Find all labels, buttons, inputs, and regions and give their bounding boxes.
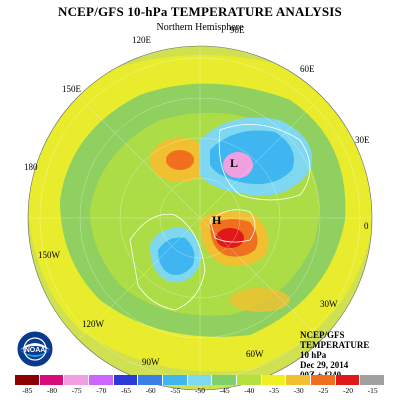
- warm-band-south: [230, 288, 290, 312]
- high-center-label: H: [212, 213, 222, 227]
- page-subtitle: Northern Hemisphere: [156, 22, 244, 33]
- legend-tick-labels: -85 -80 -75 -70 -65 -60 -55 -50 -45 -40 -35 -30 -25 -…: [15, 386, 385, 396]
- legend-swatch: [64, 375, 90, 385]
- lon-label-60e: 60E: [300, 64, 315, 74]
- legend-tick-label: -60: [145, 386, 156, 395]
- cold-vortex-core: [223, 152, 253, 178]
- temperature-legend: [15, 375, 386, 385]
- noaa-logo: NOAA: [16, 330, 54, 368]
- legend-tick-label: -50: [195, 386, 205, 395]
- coastline-north-america: [129, 213, 206, 311]
- legend-tick-label: -25: [318, 386, 329, 395]
- legend-swatch: [261, 375, 287, 385]
- coastline-greenland: [209, 209, 256, 243]
- map-border: [27, 45, 373, 391]
- lon-label-150e: 150E: [62, 84, 82, 94]
- legend-tick-label: -35: [269, 386, 279, 395]
- legend-swatch: [39, 375, 65, 385]
- legend-swatch: [113, 375, 139, 385]
- legend-tick-label: -65: [121, 386, 131, 395]
- legend-swatch: [237, 375, 262, 385]
- legend-swatch: [15, 375, 40, 385]
- legend-swatch: [212, 375, 238, 385]
- info-block: NCEP/GFS TEMPERATURE 10 hPa Dec 29, 2014…: [300, 330, 369, 380]
- lon-label-30w: 30W: [320, 299, 338, 309]
- graticule: [28, 46, 372, 390]
- coastline-eurasia: [218, 124, 311, 201]
- legend-swatch: [335, 375, 361, 385]
- lon-label-120w: 120W: [82, 319, 105, 329]
- low-center-label: L: [230, 156, 238, 170]
- lon-label-0: 0: [364, 221, 369, 231]
- info-line-1: NCEP/GFS: [300, 330, 345, 340]
- lon-label-30e: 30E: [355, 135, 370, 145]
- cold-area-west-core: [158, 237, 195, 275]
- legend-swatch: [360, 375, 386, 385]
- noaa-logo-text: NOAA: [25, 347, 46, 354]
- page-title: NCEP/GFS 10-hPa TEMPERATURE ANALYSIS: [58, 4, 342, 19]
- lon-label-90e: 90E: [230, 25, 245, 35]
- info-line-4: Dec 29, 2014: [300, 360, 349, 370]
- legend-swatch: [286, 375, 312, 385]
- legend-swatch: [163, 375, 188, 385]
- legend-tick-label: -20: [343, 386, 353, 395]
- legend-tick-label: -85: [22, 386, 33, 395]
- legend-tick-label: -75: [71, 386, 82, 395]
- legend-swatch: [89, 375, 114, 385]
- legend-tick-label: -55: [170, 386, 181, 395]
- warm-core-180: [166, 150, 194, 170]
- legend-swatch: [187, 375, 213, 385]
- legend-tick-label: -80: [47, 386, 57, 395]
- legend-tick-label: -45: [219, 386, 230, 395]
- lon-label-150w: 150W: [38, 250, 61, 260]
- lon-label-180: 180: [24, 162, 38, 172]
- legend-swatch: [311, 375, 336, 385]
- legend-swatch: [138, 375, 164, 385]
- legend-tick-label: -15: [367, 386, 378, 395]
- legend-tick-label: -30: [293, 386, 304, 395]
- legend-tick-label: -40: [244, 386, 255, 395]
- lon-label-90w: 90W: [142, 357, 160, 367]
- legend-tick-label: -70: [96, 386, 107, 395]
- lon-label-120e: 120E: [132, 35, 152, 45]
- lon-label-60w: 60W: [246, 349, 264, 359]
- info-line-2: TEMPERATURE: [300, 340, 370, 350]
- info-line-3: 10 hPa: [300, 350, 327, 360]
